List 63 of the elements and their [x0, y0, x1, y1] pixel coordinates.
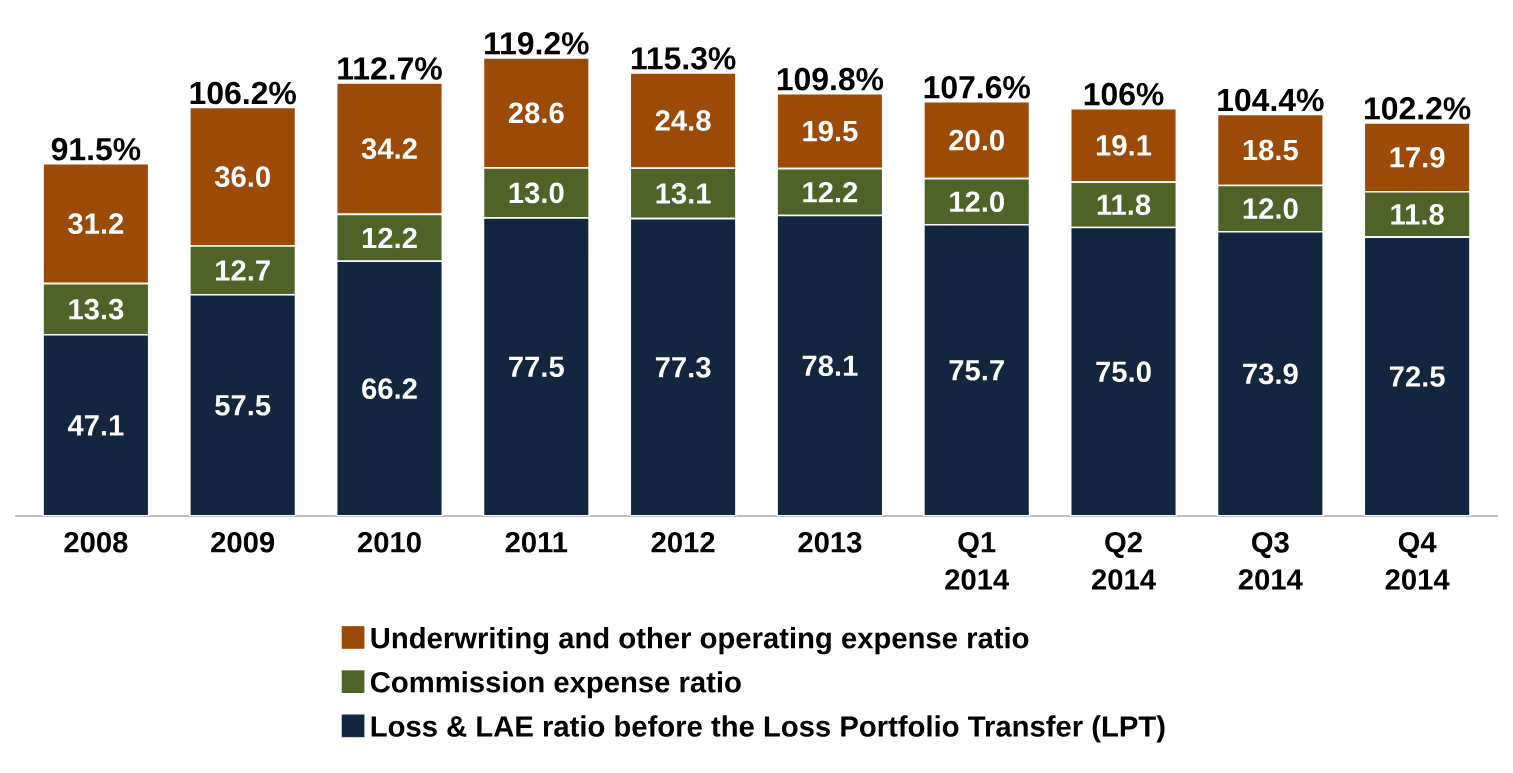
x-tick-label: 2013 [798, 531, 862, 553]
legend-label: Commission expense ratio [370, 671, 741, 699]
x-tick-label: 2011 [505, 531, 568, 553]
data-label: 57.5 [215, 395, 271, 416]
total-label: 115.3% [631, 46, 736, 70]
data-label: 13.1 [656, 183, 711, 204]
data-label: 13.0 [509, 182, 564, 204]
x-tick-label: 2010 [357, 531, 421, 553]
data-label: 34.2 [361, 138, 417, 159]
data-label: 12.0 [1243, 198, 1298, 219]
total-label: 91.5% [51, 137, 141, 161]
data-label: 78.1 [802, 355, 858, 377]
bar [776, 214, 884, 516]
data-label: 72.5 [1389, 366, 1445, 387]
data-label: 17.9 [1390, 146, 1445, 168]
bar [335, 260, 444, 516]
total-label: 109.8% [777, 67, 884, 91]
x-tick-label: 2009 [211, 531, 275, 553]
data-label: 77.5 [509, 356, 564, 378]
data-label: 77.3 [655, 356, 711, 378]
data-label: 75.0 [1096, 361, 1151, 382]
data-label: 31.2 [68, 213, 124, 234]
x-tick-label: 2008 [64, 531, 128, 553]
total-label: 106% [1084, 82, 1164, 106]
data-label: 18.5 [1243, 139, 1298, 161]
total-label: 104.4% [1218, 88, 1324, 112]
bar [1363, 236, 1471, 516]
legend-label: Loss & LAE ratio before the Loss Portfolio Transfer (LPT) [371, 715, 1165, 743]
data-label: 11.8 [1391, 204, 1444, 225]
bar [482, 216, 590, 516]
total-label: 119.2% [485, 32, 589, 55]
data-label: 12.0 [950, 191, 1004, 212]
total-label: 106.2% [190, 81, 296, 105]
total-label: 107.6% [924, 75, 1030, 99]
bar [189, 293, 297, 516]
bar [923, 223, 1031, 516]
data-label: 47.1 [67, 415, 124, 436]
data-label: 12.2 [362, 227, 417, 248]
data-label: 11.8 [1097, 194, 1151, 216]
data-label: 13.3 [69, 298, 124, 320]
data-label: 20.0 [949, 129, 1004, 151]
bar [1069, 226, 1178, 516]
total-label: 102.2% [1365, 97, 1471, 120]
bar [629, 217, 737, 516]
x-tick-label: Q2 2014 [1091, 531, 1156, 590]
data-label: 24.8 [655, 110, 711, 131]
x-tick-label: Q3 2014 [1238, 531, 1303, 590]
x-tick-label: 2012 [651, 531, 715, 553]
data-label: 75.7 [949, 360, 1004, 381]
bar [42, 333, 150, 516]
bar [1216, 230, 1324, 516]
data-label: 12.2 [803, 181, 858, 203]
legend-label: Underwriting and other operating expense ratio [371, 626, 1029, 655]
data-label: 28.6 [508, 102, 564, 124]
x-tick-label: Q4 2014 [1385, 531, 1450, 590]
data-label: 12.7 [216, 260, 270, 281]
total-label: 112.7% [338, 57, 442, 80]
data-label: 36.0 [214, 166, 270, 188]
data-label: 19.1 [1096, 134, 1152, 156]
x-tick-label: Q1 2014 [945, 531, 1010, 590]
data-label: 73.9 [1243, 363, 1298, 385]
data-label: 19.5 [803, 120, 858, 142]
data-label: 66.2 [362, 378, 417, 399]
